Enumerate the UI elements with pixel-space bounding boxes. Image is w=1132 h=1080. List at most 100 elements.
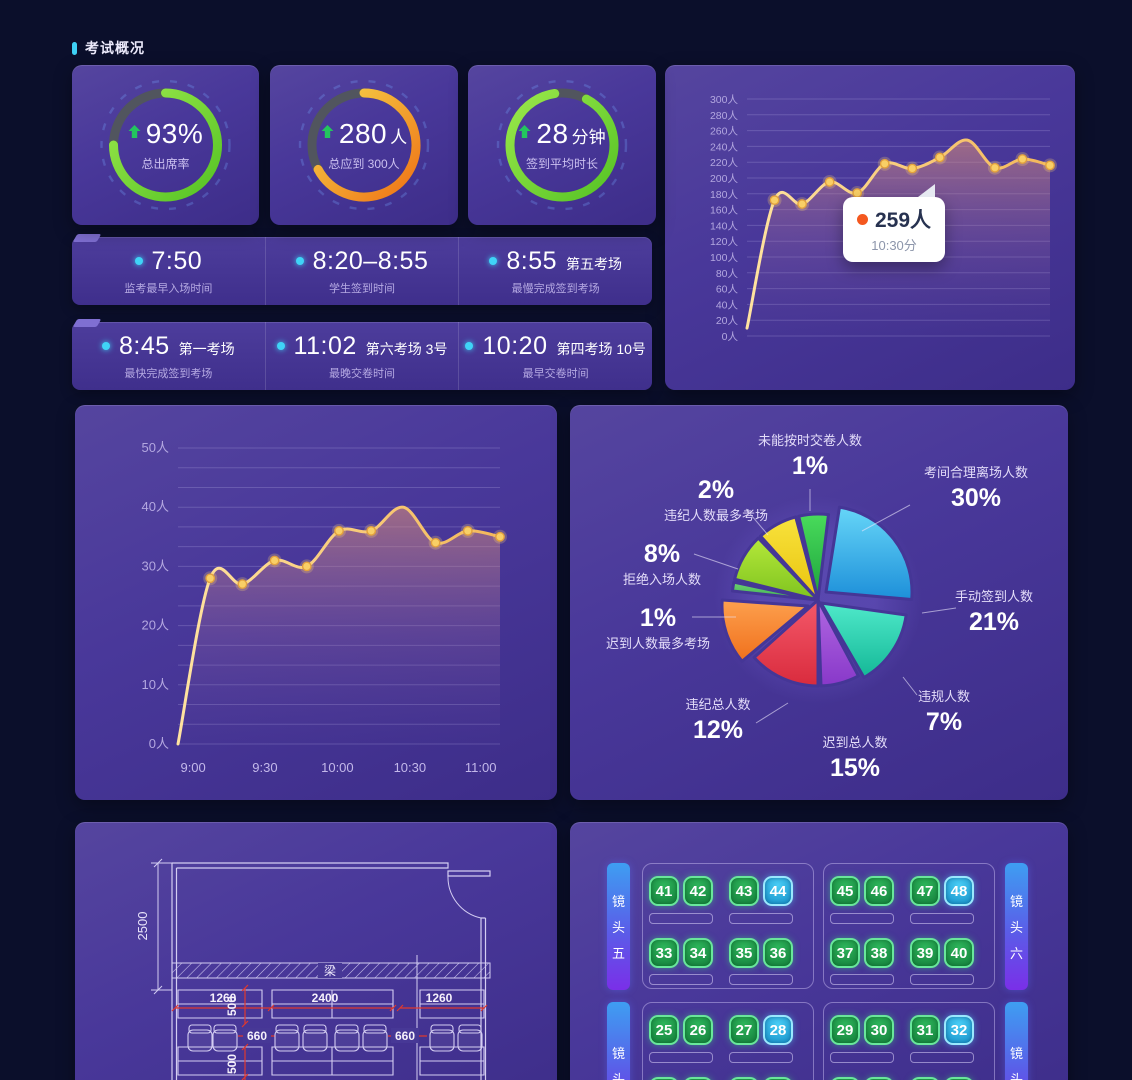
floor-plan: 2500 梁 1260 500 2400 1260 660 660 500: [135, 858, 491, 1080]
seat[interactable]: 41: [649, 876, 679, 906]
seat[interactable]: 38: [864, 938, 894, 968]
y-axis-tick-label: 160人: [710, 205, 739, 217]
bullet-dot-icon: [489, 257, 498, 265]
camera-pill-char: 头: [1009, 1072, 1023, 1080]
section-marker-icon: [72, 41, 77, 55]
seat[interactable]: 30: [864, 1015, 894, 1045]
seat[interactable]: 48: [944, 876, 974, 906]
gauge-ring: [100, 79, 231, 211]
time-entry: 11:02 第六考场 3号最晚交卷时间: [264, 322, 459, 390]
seat[interactable]: 26: [683, 1015, 713, 1045]
x-axis-tick-label: 9:00: [180, 760, 205, 775]
time-caption: 最早交卷时间: [522, 367, 589, 380]
time-stats-row-2: 8:45 第一考场 最快完成签到考场 11:02 第六考场 3号 最晚交卷时间 10:20 第…: [72, 322, 652, 390]
data-point-marker: [430, 537, 441, 548]
gauge-tick-ring: [496, 79, 628, 211]
pie-slice[interactable]: [733, 536, 820, 602]
time-entry-main: 10:20 第四考场 10号: [465, 332, 646, 361]
seat-desk: [830, 974, 894, 985]
pie-slice[interactable]: [824, 505, 914, 601]
time-entry: 10:20 第四考场 10号最早交卷时间: [458, 322, 652, 390]
y-axis-tick-label: 200人: [710, 173, 739, 185]
seat-desk: [649, 974, 713, 985]
seat[interactable]: 31: [910, 1015, 940, 1045]
data-point-marker: [237, 579, 248, 590]
data-point-marker: [769, 195, 780, 206]
seat[interactable]: 33: [649, 938, 679, 968]
chair-seat-icon: [334, 1029, 360, 1052]
data-point-marker: [797, 199, 807, 209]
seat[interactable]: 44: [763, 876, 793, 906]
data-point-marker: [462, 525, 473, 536]
seat[interactable]: 28: [763, 1015, 793, 1045]
floor-plan-card: 2500 梁 1260 500 2400 1260 660 660 500: [75, 822, 557, 1080]
seat[interactable]: 34: [683, 938, 713, 968]
seat[interactable]: 42: [683, 876, 713, 906]
seat[interactable]: 29: [830, 1015, 860, 1045]
seat[interactable]: 35: [729, 938, 759, 968]
door-swing-arc: [447, 875, 482, 919]
desks: [177, 989, 485, 1076]
time-suffix: 第五考场: [566, 255, 623, 272]
bullet-dot-icon: [295, 257, 304, 265]
tooltip-dot-icon: [857, 213, 868, 225]
y-axis-tick-label: 100人: [710, 252, 739, 264]
data-point-marker: [824, 177, 835, 187]
gauge-tick-ring: [298, 79, 430, 211]
label-leader-line: [693, 553, 739, 570]
data-point-marker: [879, 158, 890, 169]
seat-desk: [830, 1052, 894, 1063]
data-point-marker: [1045, 160, 1055, 171]
pie-slice[interactable]: [720, 598, 810, 663]
camera-pill-char: 镜: [1009, 1046, 1023, 1061]
section-header: 考试概况: [72, 38, 145, 58]
time-suffix: 第六考场 3号: [365, 340, 448, 357]
seat[interactable]: 36: [763, 938, 793, 968]
time-entry: 7:50 监考最早入场时间: [72, 237, 265, 305]
attendance-trend-small[interactable]: 0人 10人 20人 30人 40人 50人 9:00 9:30 10:00 10:30 11:00: [75, 405, 557, 800]
pie-slice[interactable]: [797, 512, 830, 602]
dimension-label: 1260: [426, 991, 453, 1005]
dim-660-bg-2: [391, 1028, 419, 1043]
label-leader-line: [755, 702, 789, 724]
pie-slice[interactable]: [819, 601, 908, 679]
seat[interactable]: 25: [649, 1015, 679, 1045]
y-axis-tick-label: 60人: [716, 284, 739, 296]
data-point-marker: [366, 525, 377, 536]
data-point-marker: [334, 525, 344, 536]
dim-660-bg-1: [243, 1028, 271, 1043]
y-axis-tick-label: 300人: [710, 94, 739, 106]
dimension-label: 500: [225, 1054, 239, 1074]
seat[interactable]: 43: [729, 876, 759, 906]
label-leader-line: [921, 607, 957, 614]
camera-pill-char: 镜: [611, 894, 625, 909]
y-axis-tick-label: 280人: [710, 110, 739, 122]
seat[interactable]: 32: [944, 1015, 974, 1045]
area-fill: [178, 507, 500, 744]
seat-map-card: 镜头五镜头六镜头镜头 41 42 43 44 33 34 35 36 45 46 47 48 37 38 39…: [570, 822, 1068, 1080]
seat[interactable]: 27: [729, 1015, 759, 1045]
data-point-marker: [205, 573, 216, 584]
dimension-label: 2400: [312, 991, 339, 1005]
pie-slice[interactable]: [759, 515, 820, 602]
data-point-marker: [852, 188, 863, 198]
seat[interactable]: 40: [944, 938, 974, 968]
seat[interactable]: 39: [910, 938, 940, 968]
seat[interactable]: 37: [830, 938, 860, 968]
time-value: 8:55: [506, 246, 558, 275]
pie-slice[interactable]: [816, 598, 860, 688]
camera-pill-char: 镜: [1009, 894, 1023, 909]
seat-desk: [649, 913, 713, 924]
seat-group: 25 26 27 28: [642, 1002, 814, 1080]
time-caption: 最慢完成签到考场: [511, 282, 600, 295]
time-caption: 最晚交卷时间: [329, 367, 395, 380]
seat[interactable]: 46: [864, 876, 894, 906]
seat[interactable]: 47: [910, 876, 940, 906]
chair-back-icon: [275, 1024, 299, 1034]
seat[interactable]: 45: [830, 876, 860, 906]
y-axis-tick-label: 180人: [710, 189, 739, 201]
gauge-card: 280 人总应到 300人: [270, 65, 458, 225]
pie-slice[interactable]: [752, 598, 820, 688]
time-value: 11:02: [293, 331, 357, 360]
chair-back-icon: [213, 1024, 237, 1034]
